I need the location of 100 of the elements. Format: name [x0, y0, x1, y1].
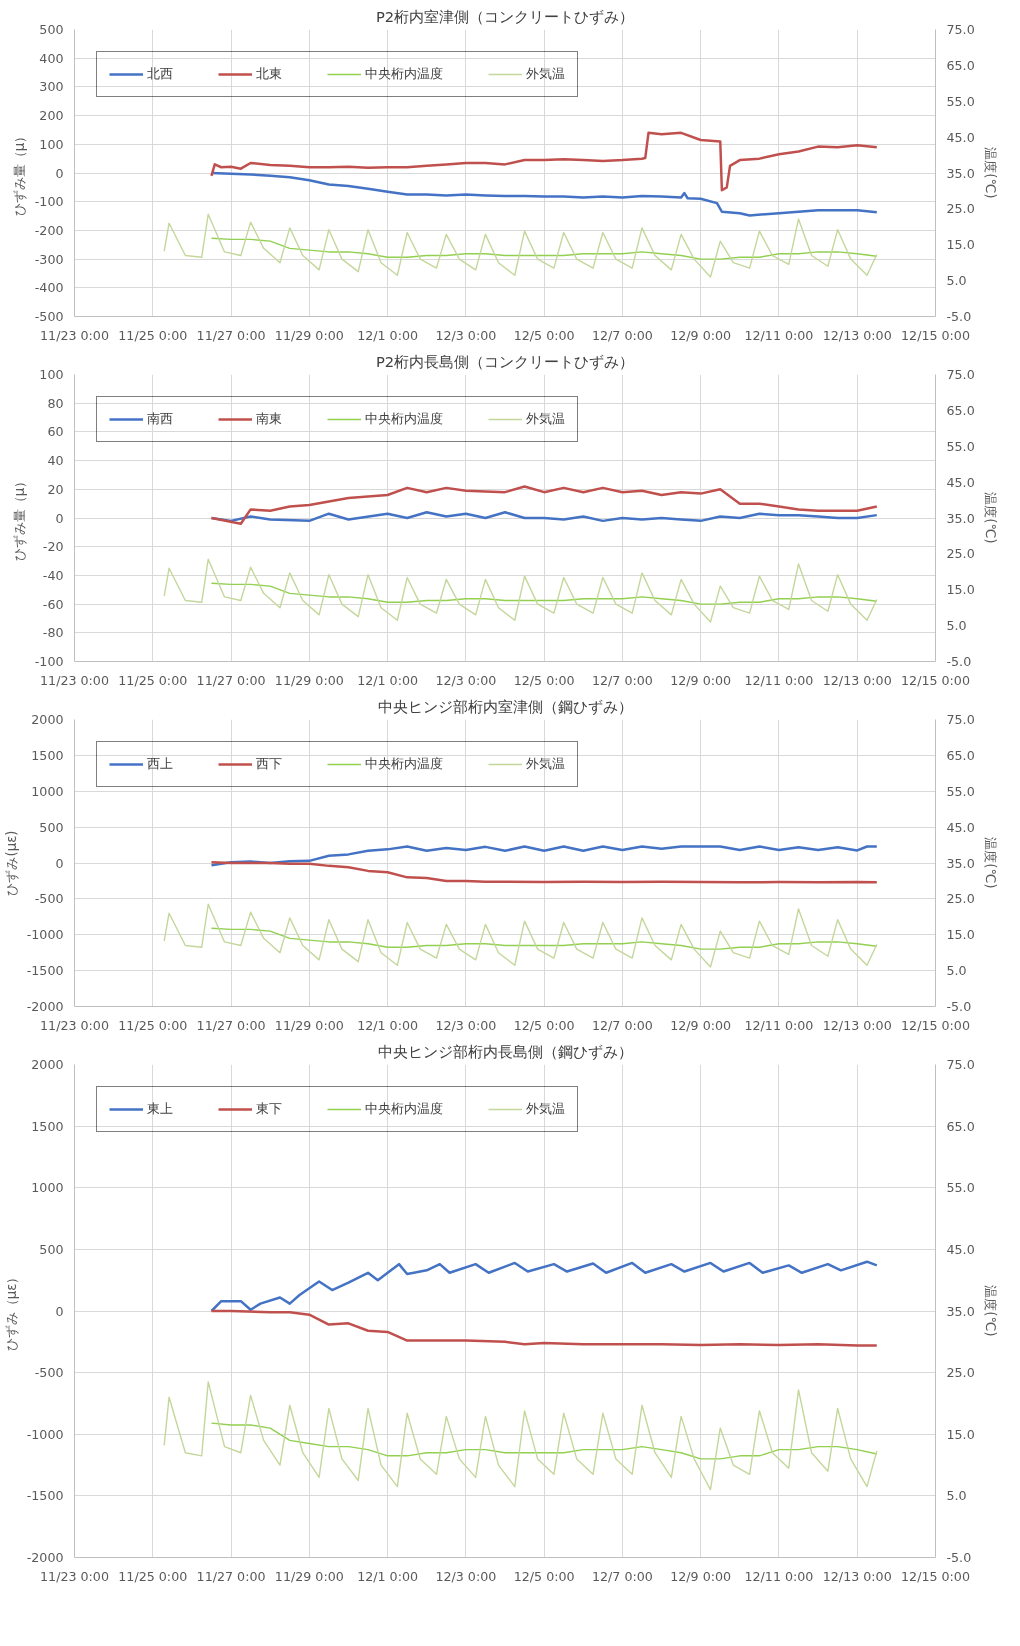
y-tick-label: 2000	[31, 712, 64, 727]
y-tick-label: -2000	[26, 1550, 64, 1565]
legend-label: 西下	[256, 755, 282, 773]
y2-tick-label: 25.0	[946, 546, 975, 562]
legend-label: 外気温	[526, 755, 565, 773]
x-tick-label: 12/15 0:00	[901, 1017, 970, 1033]
y2-tick-label: 75.0	[946, 712, 975, 727]
y-tick-label: 40	[47, 453, 64, 469]
x-tick-label: 12/11 0:00	[744, 1568, 814, 1584]
y2-tick-label: 25.0	[946, 201, 975, 217]
y2-tick-label: 5.0	[946, 1488, 967, 1504]
y2-tick-label: 65.0	[946, 747, 975, 763]
x-tick-label: 12/3 0:00	[435, 1568, 497, 1584]
y-tick-label: 1500	[31, 1118, 64, 1134]
y-axis-title: ひずみ量（μ）	[11, 474, 27, 562]
x-tick-label: 12/3 0:00	[435, 327, 497, 343]
y-tick-label: -100	[34, 194, 64, 210]
y-tick-label: 0	[55, 855, 64, 871]
y2-tick-label: 25.0	[946, 1365, 975, 1381]
x-tick-label: 12/7 0:00	[591, 1568, 653, 1584]
chart-title: 中央ヒンジ部桁内長島側（鋼ひずみ）	[377, 1042, 633, 1061]
y2-tick-label: 55.0	[946, 438, 975, 454]
y2-tick-label: 45.0	[946, 129, 975, 145]
y-tick-label: -1500	[26, 1488, 64, 1504]
y2-tick-label: 25.0	[946, 891, 975, 907]
y2-tick-label: 55.0	[946, 783, 975, 799]
x-tick-label: 12/11 0:00	[744, 327, 814, 343]
y2-tick-label: -5.0	[946, 654, 972, 669]
y-tick-label: 300	[39, 79, 64, 95]
y2-tick-label: 35.0	[946, 510, 975, 526]
x-tick-label: 11/27 0:00	[196, 1568, 266, 1584]
x-tick-label: 11/25 0:00	[118, 1017, 188, 1033]
y-tick-label: 100	[39, 367, 64, 382]
y-tick-label: 1000	[31, 783, 64, 799]
x-tick-label: 12/1 0:00	[357, 1017, 419, 1033]
x-tick-label: 12/9 0:00	[670, 1017, 732, 1033]
y-tick-label: -400	[34, 280, 64, 296]
x-tick-label: 12/13 0:00	[822, 1017, 892, 1033]
x-tick-label: 12/5 0:00	[513, 1568, 575, 1584]
y-tick-label: 500	[39, 22, 64, 37]
legend-label: 南西	[147, 410, 173, 428]
y-tick-label: -1500	[26, 963, 64, 979]
y2-tick-label: 65.0	[946, 57, 975, 73]
line-series	[210, 237, 878, 260]
legend-label: 中央桁内温度	[365, 410, 443, 428]
x-tick-label: 11/29 0:00	[274, 1568, 344, 1584]
y-tick-label: 1500	[31, 747, 64, 763]
legend-label: 中央桁内温度	[365, 755, 443, 773]
y2-tick-label: 75.0	[946, 1057, 975, 1072]
x-tick-label: 12/13 0:00	[822, 1568, 892, 1584]
chart-title: 中央ヒンジ部桁内室津側（鋼ひずみ）	[377, 697, 633, 716]
y2-tick-label: 15.0	[946, 927, 975, 943]
y2-tick-label: 35.0	[946, 1303, 975, 1319]
legend-label: 中央桁内温度	[365, 65, 443, 83]
x-tick-label: 12/15 0:00	[901, 1568, 970, 1584]
y2-tick-label: -5.0	[946, 309, 972, 324]
y-tick-label: 80	[47, 395, 64, 411]
x-tick-label: 11/25 0:00	[118, 1568, 188, 1584]
y-tick-label: -500	[34, 891, 64, 907]
x-tick-label: 11/25 0:00	[118, 672, 188, 688]
y-tick-label: 500	[39, 819, 64, 835]
x-tick-label: 11/23 0:00	[40, 327, 109, 343]
x-tick-label: 12/9 0:00	[670, 1568, 732, 1584]
y2-axis-title: 温度(℃)	[982, 147, 998, 199]
y2-axis-title: 温度(℃)	[982, 492, 998, 544]
x-tick-label: 12/3 0:00	[435, 672, 497, 688]
y-tick-label: -40	[42, 567, 64, 583]
x-tick-label: 12/15 0:00	[901, 672, 970, 688]
y2-tick-label: 45.0	[946, 819, 975, 835]
y2-tick-label: 65.0	[946, 1118, 975, 1134]
legend-label: 外気温	[526, 410, 565, 428]
y2-tick-label: -5.0	[946, 999, 972, 1014]
y-axis-title: ひずみ量（μ）	[11, 129, 27, 217]
y-tick-label: 500	[39, 1241, 64, 1257]
line-series	[210, 582, 878, 605]
y-axis-title: ひずみ（με）	[3, 1270, 19, 1352]
y2-tick-label: 35.0	[946, 855, 975, 871]
y2-tick-label: 75.0	[946, 367, 975, 382]
y-tick-label: 20	[47, 481, 64, 497]
y-tick-label: 100	[39, 136, 64, 152]
y-tick-label: -300	[34, 251, 64, 267]
x-tick-label: 11/23 0:00	[40, 672, 109, 688]
y2-tick-label: -5.0	[946, 1550, 972, 1565]
x-tick-label: 12/11 0:00	[744, 672, 814, 688]
x-tick-label: 12/11 0:00	[744, 1017, 814, 1033]
line-series	[210, 927, 878, 950]
x-tick-label: 12/7 0:00	[591, 327, 653, 343]
y-tick-label: 0	[55, 1303, 64, 1319]
y-tick-label: 1000	[31, 1180, 64, 1196]
x-tick-label: 12/5 0:00	[513, 672, 575, 688]
y-tick-label: -20	[42, 539, 64, 555]
y2-tick-label: 75.0	[946, 22, 975, 37]
y-tick-label: -100	[34, 654, 64, 669]
legend-label: 北東	[256, 65, 282, 83]
legend-label: 外気温	[526, 1100, 565, 1118]
y-tick-label: 60	[47, 424, 64, 440]
y-axis-title: ひずみ(με)	[3, 830, 19, 896]
legend-label: 中央桁内温度	[365, 1100, 443, 1118]
x-tick-label: 12/5 0:00	[513, 1017, 575, 1033]
y2-tick-label: 15.0	[946, 237, 975, 253]
